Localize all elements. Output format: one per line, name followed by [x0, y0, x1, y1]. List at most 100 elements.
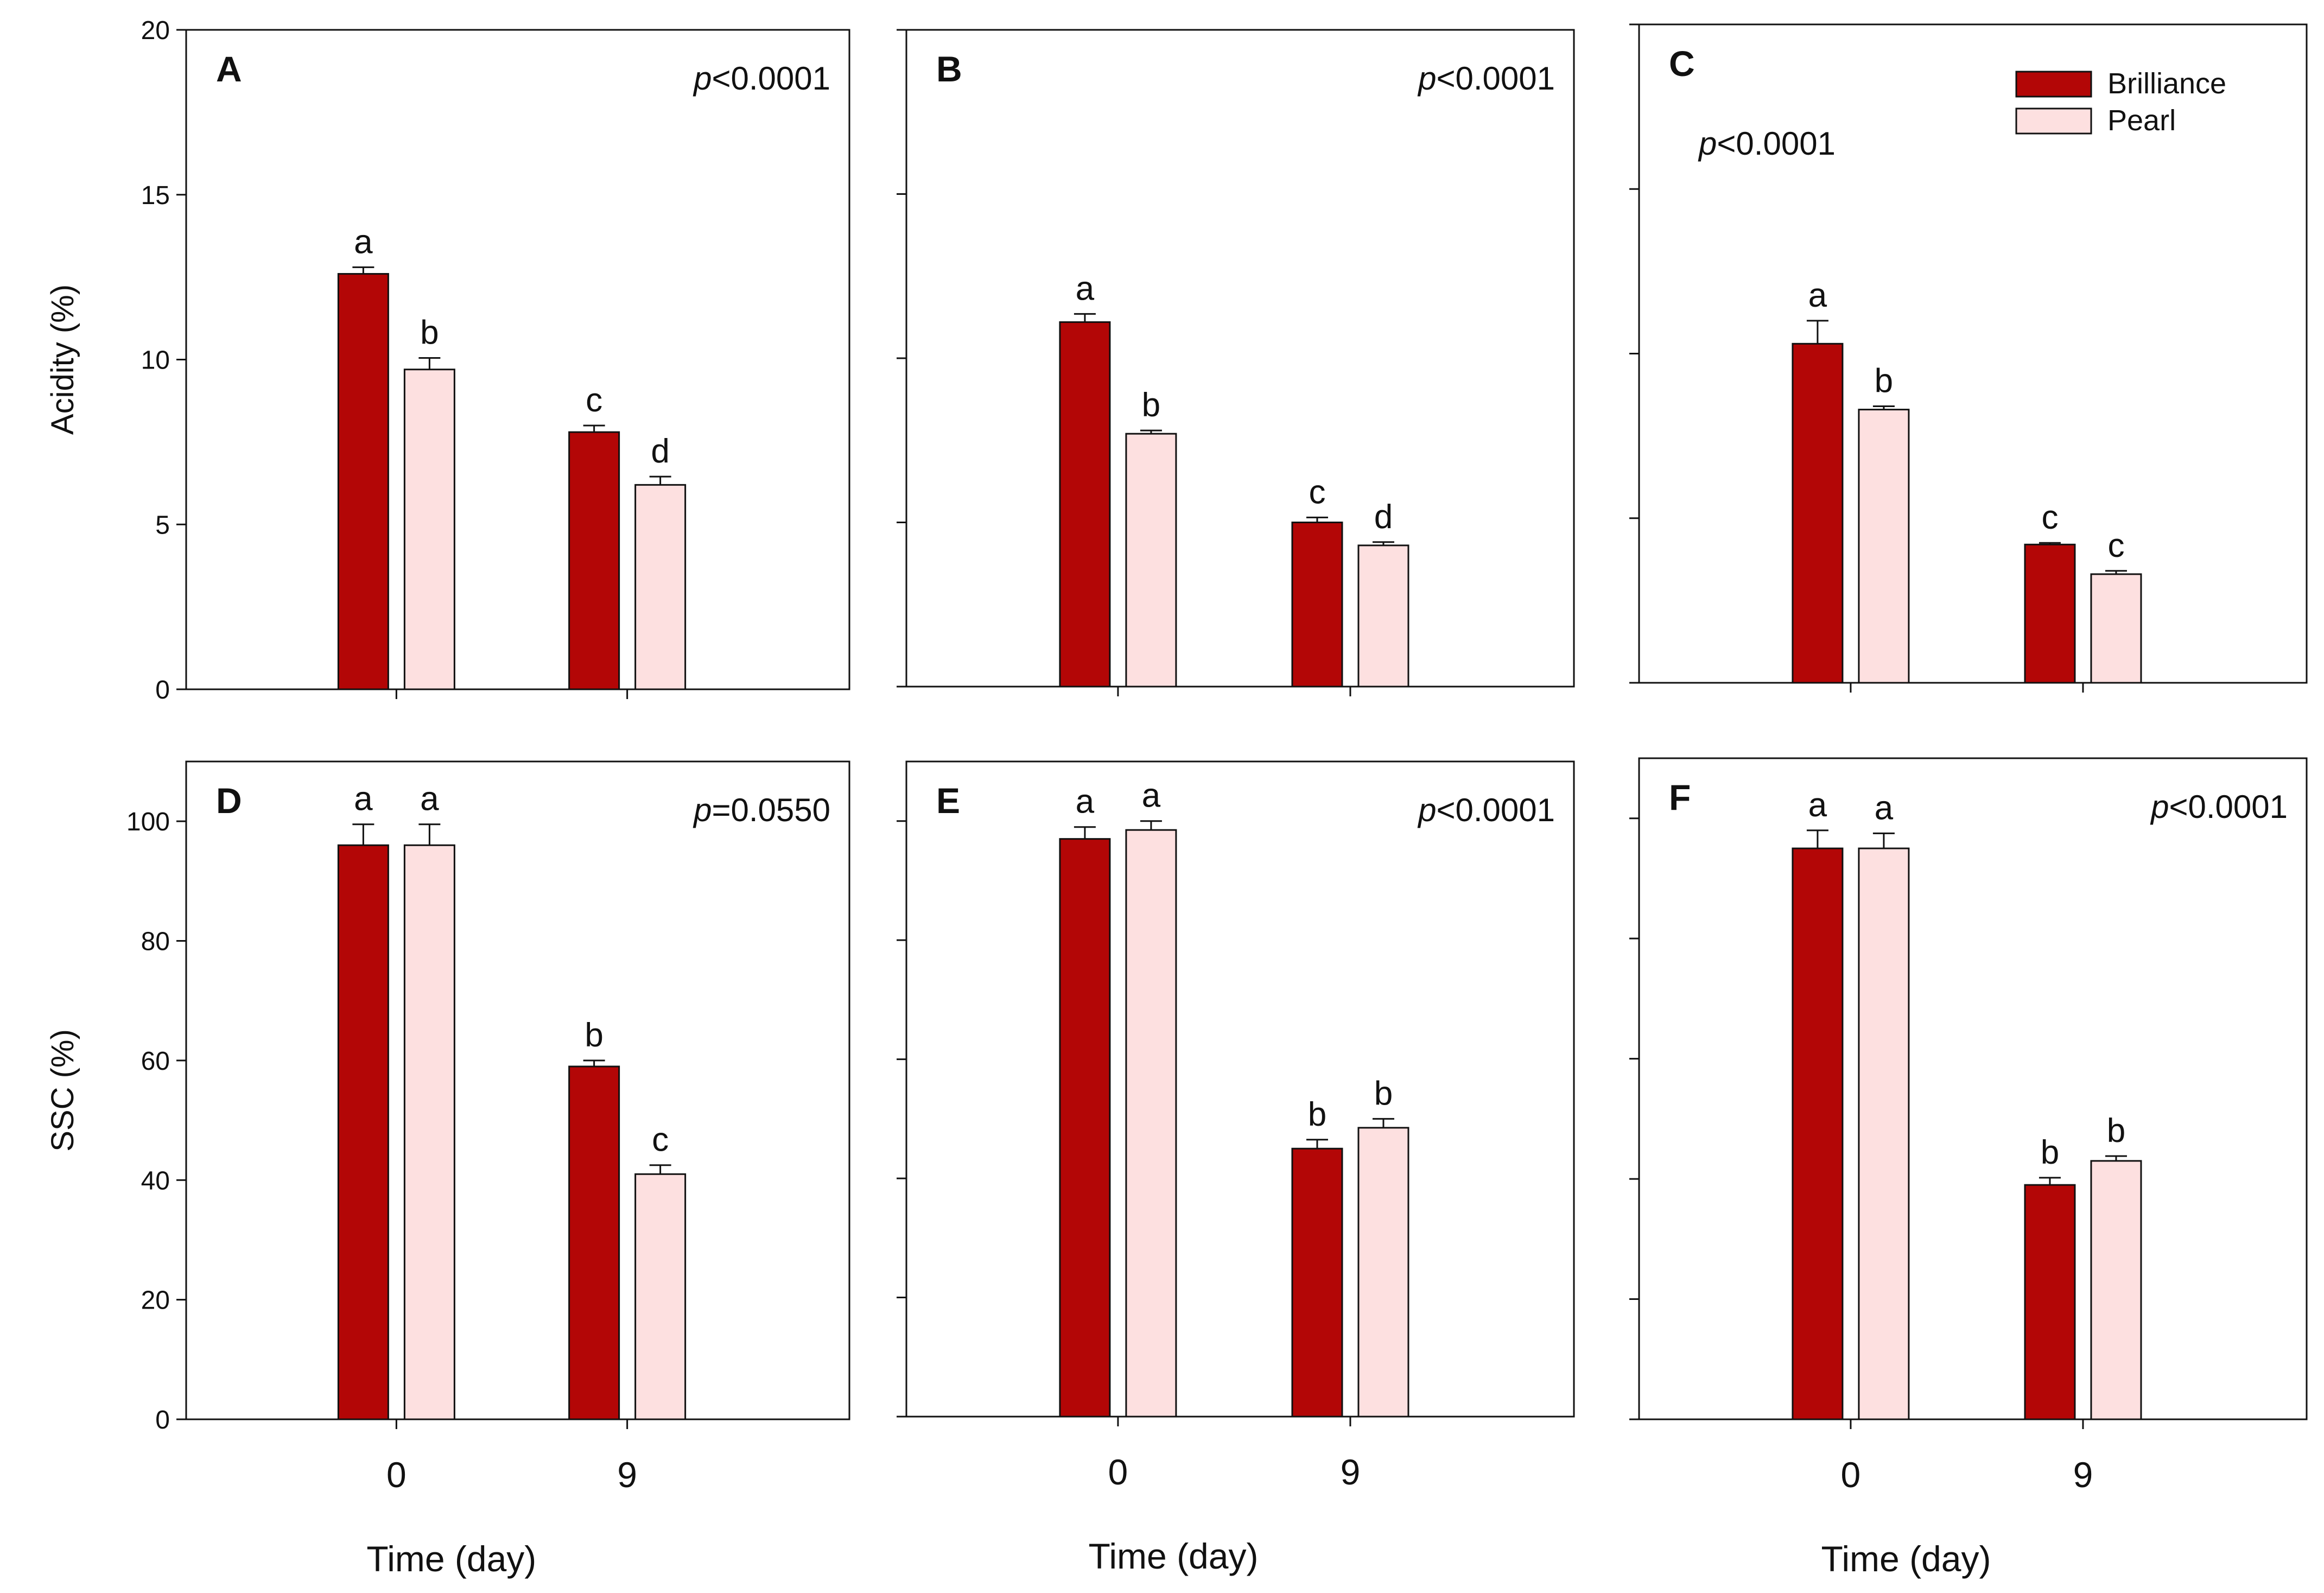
p-value: p<0.0001: [2150, 789, 2288, 825]
y-axis-label: SSC (%): [45, 1029, 80, 1152]
panel-letter: F: [1669, 777, 1691, 817]
bar-pearl: [403, 844, 455, 1420]
legend-label: Brilliance: [2107, 67, 2226, 100]
significance-letter: a: [1076, 270, 1095, 307]
plot-frame: [185, 760, 850, 1420]
x-axis-label: Time (day): [366, 1539, 536, 1579]
significance-letter: c: [2041, 499, 2058, 536]
bar-pearl: [1858, 409, 1910, 684]
plot-frame: [905, 760, 1575, 1418]
bar-brilliance: [1792, 847, 1844, 1420]
p-symbol: p: [1698, 125, 1717, 162]
significance-letter: a: [1875, 789, 1894, 827]
significance-letter: a: [354, 223, 373, 261]
panel-c: a b c c Cp<0.0001 Brilliance Pearl: [1629, 23, 2308, 693]
significance-letter: c: [1309, 473, 1325, 511]
plot-frame: [1638, 757, 2308, 1420]
p-symbol: p: [1417, 60, 1436, 97]
plot-frame: [1638, 23, 2308, 684]
bar-pearl: [403, 369, 455, 690]
p-value: p<0.0001: [1417, 60, 1555, 97]
y-tick-label: 40: [141, 1166, 170, 1195]
p-symbol: p: [1417, 792, 1436, 828]
significance-letter: d: [1374, 498, 1393, 536]
y-axis-label: Acidity (%): [45, 284, 80, 435]
legend-swatch-brilliance: [2015, 71, 2092, 98]
x-tick-label: 9: [617, 1455, 637, 1495]
p-symbol: p: [693, 792, 712, 828]
y-tick-label: 0: [155, 676, 170, 705]
legend-swatch-pearl: [2015, 107, 2092, 135]
significance-letter: b: [420, 314, 439, 351]
bar-brilliance: [568, 431, 620, 690]
p-value: p<0.0001: [1698, 125, 1836, 162]
significance-letter: a: [354, 780, 373, 818]
p-value-text: <0.0001: [1436, 60, 1555, 97]
panel-d: 0 20 40 60 80 100 SSC (%) 0 a a 9 b c D p=0.0550 Time (…: [45, 760, 850, 1579]
bar-brilliance: [1291, 1147, 1343, 1418]
y-tick-label: 0: [155, 1406, 170, 1435]
x-tick-label: 9: [1341, 1452, 1361, 1492]
bar-pearl: [1858, 847, 1910, 1420]
significance-letter: b: [1142, 386, 1160, 424]
bar-pearl: [634, 484, 687, 690]
p-value-text: <0.0001: [2169, 789, 2288, 825]
panel-letter: E: [936, 780, 960, 821]
bar-pearl: [1125, 829, 1177, 1418]
legend: Brilliance Pearl: [2015, 67, 2226, 137]
bar-pearl: [1357, 544, 1409, 688]
significance-letter: c: [652, 1121, 669, 1159]
bar-pearl: [2090, 1160, 2142, 1420]
bar-pearl: [2090, 573, 2142, 684]
x-axis-label: Time (day): [1821, 1539, 1991, 1579]
significance-letter: b: [1374, 1075, 1393, 1112]
p-symbol: p: [2150, 789, 2169, 825]
p-symbol: p: [693, 60, 712, 97]
x-tick-label: 9: [2073, 1455, 2093, 1495]
significance-letter: c: [586, 382, 602, 419]
bar-brilliance: [1059, 321, 1111, 688]
significance-letter: a: [420, 780, 439, 818]
panel-b: a b c d B p<0.0001: [897, 29, 1575, 696]
y-tick-label: 5: [155, 511, 170, 540]
significance-letter: a: [1808, 277, 1827, 314]
panel-letter: B: [936, 49, 962, 89]
significance-letter: c: [2107, 527, 2124, 564]
bar-brilliance: [2024, 1184, 2076, 1420]
bar-brilliance: [568, 1065, 620, 1420]
panel-letter: D: [216, 780, 242, 821]
p-value: p=0.0550: [693, 792, 830, 828]
significance-letter: b: [585, 1017, 603, 1054]
bar-pearl: [1125, 433, 1177, 688]
significance-letter: a: [1808, 786, 1827, 824]
x-axis-label: Time (day): [1089, 1536, 1259, 1576]
significance-letter: b: [1875, 363, 1893, 400]
panel-letter: C: [1669, 43, 1695, 84]
significance-letter: b: [2107, 1112, 2125, 1150]
x-tick-label: 0: [1841, 1455, 1861, 1495]
significance-letter: a: [1076, 783, 1095, 821]
bar-brilliance: [337, 844, 389, 1420]
p-value-text: <0.0001: [712, 60, 830, 97]
y-tick-label: 10: [141, 346, 170, 375]
significance-letter: d: [651, 433, 669, 470]
legend-label: Pearl: [2107, 104, 2176, 137]
p-value: p<0.0001: [693, 60, 830, 97]
y-tick-label: 60: [141, 1047, 170, 1076]
p-value-text: <0.0001: [1436, 792, 1555, 828]
p-value: p<0.0001: [1417, 792, 1555, 828]
y-tick-label: 20: [141, 16, 170, 45]
y-tick-label: 100: [126, 808, 170, 836]
panel-letter: A: [216, 49, 242, 89]
panel-e: 0 a a 9 b b E p<0.0001 Time (day): [897, 760, 1575, 1576]
significance-letter: b: [1308, 1096, 1326, 1133]
y-tick-label: 15: [141, 181, 170, 210]
bar-brilliance: [337, 273, 389, 690]
y-tick-label: 20: [141, 1286, 170, 1315]
plot-frame: [185, 29, 850, 690]
x-tick-label: 0: [386, 1455, 407, 1495]
bar-brilliance: [1792, 342, 1844, 684]
significance-letter: b: [2041, 1134, 2059, 1171]
panel-f: 0 a a 9 b b F p<0.0001 Time (day): [1629, 757, 2308, 1579]
